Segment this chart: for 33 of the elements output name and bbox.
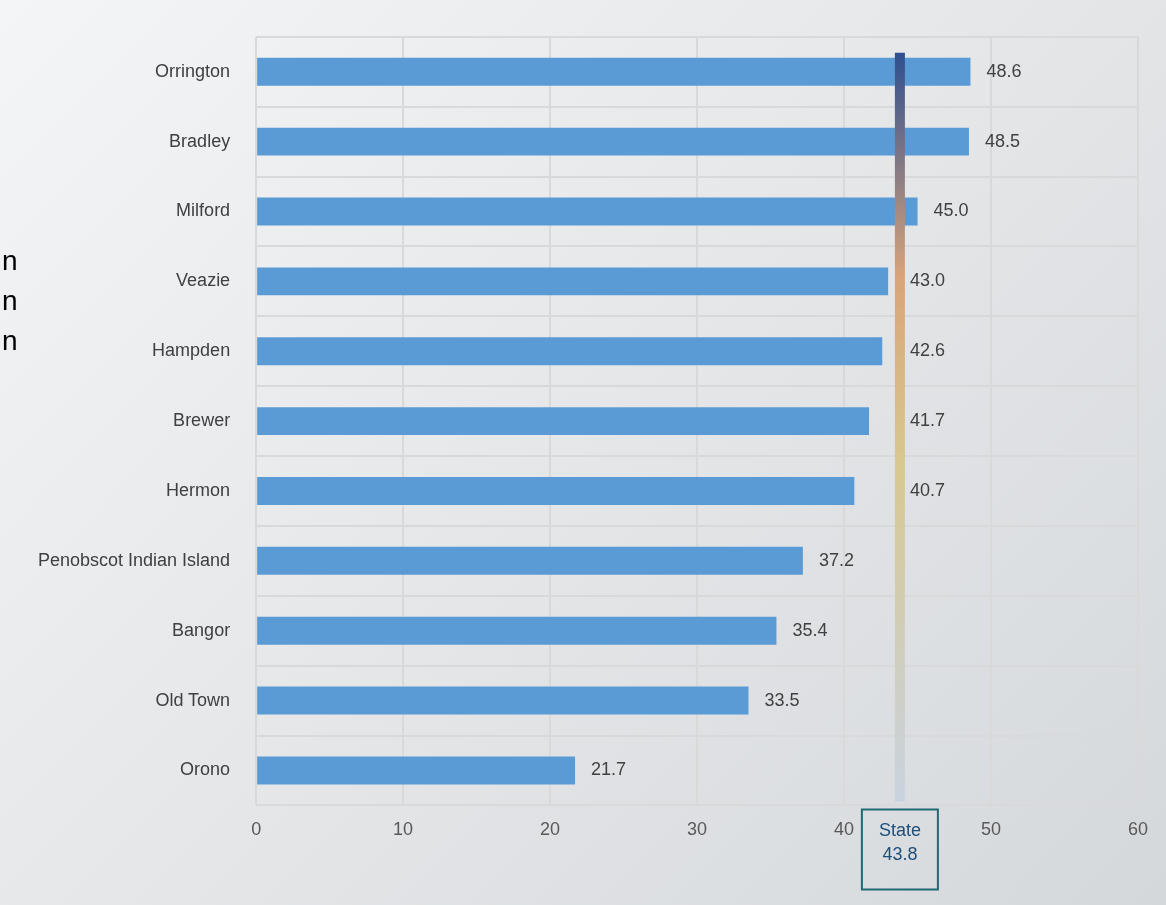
y-tick-label: Brewer (173, 410, 231, 431)
data-label: 48.5 (984, 130, 1021, 151)
ref-line-label: State 43.8 (878, 820, 921, 865)
y-tick-label: Veazie (176, 270, 231, 291)
y-tick-label: Orono (180, 759, 231, 780)
text: n (2, 244, 18, 276)
text: n (2, 284, 18, 316)
text: n (2, 324, 18, 356)
data-label: 42.6 (909, 340, 945, 361)
y-tick-label: Hampden (152, 340, 231, 361)
data-label: 43.0 (909, 270, 945, 291)
x-tick-label: 10 (393, 819, 414, 840)
y-tick-label: Bradley (169, 130, 231, 151)
data-label: 41.7 (909, 410, 945, 431)
x-tick-label: 50 (981, 819, 1002, 840)
data-label: 33.5 (764, 689, 800, 710)
y-tick-label: Penobscot Indian Island (38, 549, 231, 570)
x-tick-label: 20 (540, 819, 561, 840)
y-tick-label: Orrington (155, 60, 231, 81)
x-tick-label: 40 (834, 819, 855, 840)
data-label: 35.4 (792, 619, 828, 640)
y-tick-label: Bangor (172, 619, 231, 640)
y-tick-label: Milford (176, 200, 231, 221)
x-tick-label: 0 (251, 819, 262, 840)
y-tick-label: Old Town (155, 689, 231, 710)
data-label: 40.7 (909, 479, 945, 500)
y-tick-label: Hermon (166, 479, 231, 500)
data-label: 37.2 (818, 549, 854, 570)
data-label: 45.0 (933, 200, 969, 221)
data-label: 21.7 (591, 759, 627, 780)
x-tick-label: 60 (1127, 819, 1149, 840)
x-tick-label: 30 (687, 819, 708, 840)
data-label: 48.6 (986, 60, 1022, 81)
